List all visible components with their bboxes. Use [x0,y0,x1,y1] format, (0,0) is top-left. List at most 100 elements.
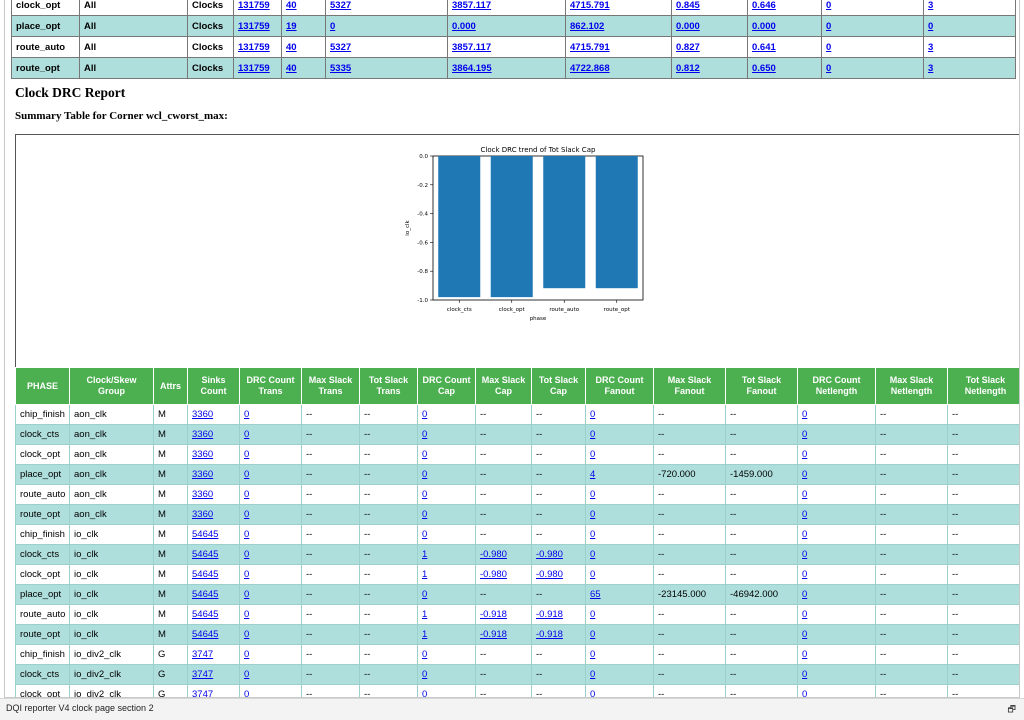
cell-link[interactable]: -0.918 [480,629,507,640]
column-header[interactable]: Tot Slack Cap [531,367,586,405]
cell-link[interactable]: -0.980 [536,569,563,580]
table-cell[interactable]: 0 [797,464,876,485]
table-cell[interactable]: 4722.868 [565,57,672,79]
table-cell[interactable]: 0 [239,504,302,525]
cell-link[interactable]: 5327 [330,0,352,11]
table-cell[interactable]: 0 [797,404,876,425]
cell-link[interactable]: 0 [244,649,250,660]
column-header[interactable]: DRC Count Cap [417,367,476,405]
cell-link[interactable]: 0 [590,649,596,660]
column-header[interactable]: Tot Slack Netlength [947,367,1019,405]
cell-link[interactable]: 0 [802,609,808,620]
cell-link[interactable]: 0.646 [752,0,776,11]
table-cell[interactable]: 0 [585,644,654,665]
cell-link[interactable]: 0.000 [452,20,476,32]
table-cell[interactable]: 40 [281,36,326,58]
cell-link[interactable]: 0 [422,409,428,420]
cell-link[interactable]: 0 [802,669,808,680]
restore-window-icon[interactable]: 🗗 [1007,704,1016,714]
table-cell[interactable]: 862.102 [565,15,672,37]
table-cell[interactable]: 0 [239,464,302,485]
table-cell[interactable]: 5327 [325,0,448,16]
cell-link[interactable]: 0 [422,489,428,500]
cell-link[interactable]: 0.000 [752,20,776,32]
cell-link[interactable]: 4722.868 [570,62,610,74]
table-cell[interactable]: 3747 [187,664,240,685]
cell-link[interactable]: 0 [422,589,428,600]
cell-link[interactable]: 54645 [192,609,219,620]
table-cell[interactable]: 0 [585,564,654,585]
table-cell[interactable]: 0 [239,444,302,465]
table-cell[interactable]: 40 [281,0,326,16]
cell-link[interactable]: 3360 [192,509,214,520]
table-cell[interactable]: -0.980 [475,564,532,585]
cell-link[interactable]: 0 [826,62,832,74]
table-cell[interactable]: 0 [417,684,476,697]
cell-link[interactable]: 862.102 [570,20,605,32]
table-cell[interactable]: 0 [585,524,654,545]
table-cell[interactable]: 3857.117 [447,36,566,58]
table-cell[interactable]: 65 [585,584,654,605]
cell-link[interactable]: 0 [244,629,250,640]
cell-link[interactable]: 3360 [192,429,214,440]
cell-link[interactable]: 1 [422,549,428,560]
cell-link[interactable]: 3747 [192,689,214,698]
table-cell[interactable]: 54645 [187,524,240,545]
cell-link[interactable]: 0 [422,529,428,540]
table-cell[interactable]: 0.641 [747,36,822,58]
cell-link[interactable]: 3857.117 [452,41,492,53]
cell-link[interactable]: 5327 [330,41,352,53]
table-cell[interactable]: 0 [797,684,876,697]
table-cell[interactable]: 0 [821,36,924,58]
table-cell[interactable]: 0 [239,564,302,585]
table-cell[interactable]: 54645 [187,544,240,565]
cell-link[interactable]: 0 [590,509,596,520]
column-header[interactable]: Max Slack Cap [475,367,532,405]
cell-link[interactable]: 0 [244,489,250,500]
table-cell[interactable]: 0 [417,444,476,465]
table-cell[interactable]: 0 [797,604,876,625]
cell-link[interactable]: 0 [244,589,250,600]
cell-link[interactable]: -0.980 [536,549,563,560]
table-cell[interactable]: 0 [239,624,302,645]
table-cell[interactable]: 0 [417,664,476,685]
cell-link[interactable]: -0.918 [536,609,563,620]
table-cell[interactable]: 0 [585,544,654,565]
cell-link[interactable]: 1 [422,609,428,620]
table-cell[interactable]: 0 [797,544,876,565]
cell-link[interactable]: 54645 [192,549,219,560]
table-cell[interactable]: 0 [797,504,876,525]
column-header[interactable]: DRC Count Trans [239,367,302,405]
table-cell[interactable]: -0.918 [475,624,532,645]
table-cell[interactable]: 0 [239,584,302,605]
cell-link[interactable]: 0 [244,609,250,620]
cell-link[interactable]: 0 [826,20,832,32]
cell-link[interactable]: 0.641 [752,41,776,53]
cell-link[interactable]: 131759 [238,62,270,74]
table-cell[interactable]: 4715.791 [565,0,672,16]
cell-link[interactable]: 40 [286,0,297,11]
cell-link[interactable]: 40 [286,62,297,74]
table-cell[interactable]: 0 [325,15,448,37]
cell-link[interactable]: -0.980 [480,549,507,560]
table-cell[interactable]: 3 [923,36,1016,58]
table-cell[interactable]: 4715.791 [565,36,672,58]
cell-link[interactable]: 131759 [238,41,270,53]
cell-link[interactable]: 0 [802,449,808,460]
cell-link[interactable]: 4715.791 [570,0,610,11]
table-cell[interactable]: 0 [585,624,654,645]
cell-link[interactable]: 4715.791 [570,41,610,53]
table-cell[interactable]: 1 [417,564,476,585]
table-cell[interactable]: 54645 [187,584,240,605]
cell-link[interactable]: 0 [826,41,832,53]
cell-link[interactable]: 0.812 [676,62,700,74]
table-cell[interactable]: 40 [281,57,326,79]
cell-link[interactable]: -0.918 [536,629,563,640]
table-cell[interactable]: 0 [821,57,924,79]
table-cell[interactable]: 0.845 [671,0,748,16]
cell-link[interactable]: 0 [244,689,250,698]
table-cell[interactable]: 3857.117 [447,0,566,16]
table-cell[interactable]: 0 [821,15,924,37]
table-cell[interactable]: 0 [585,504,654,525]
cell-link[interactable]: 54645 [192,569,219,580]
